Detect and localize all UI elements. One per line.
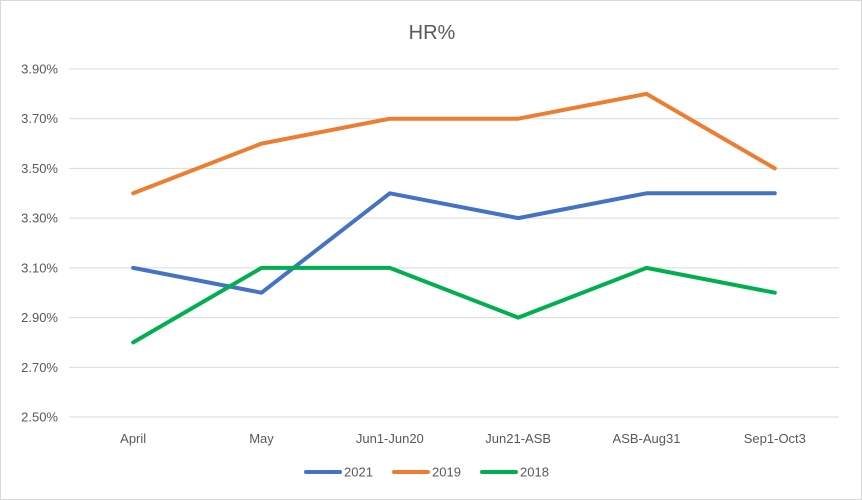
series-line-2019 xyxy=(131,91,777,196)
chart-title: HR% xyxy=(409,22,456,44)
x-tick-label: April xyxy=(120,431,146,446)
grid-layer xyxy=(69,68,839,418)
series-line-2021 xyxy=(131,191,777,295)
y-tick-label: 3.50% xyxy=(21,161,58,176)
y-tick-label: 3.70% xyxy=(21,111,58,126)
y-tick-label: 3.30% xyxy=(21,211,58,226)
legend-label: 2018 xyxy=(520,465,549,480)
series-line-2018 xyxy=(131,265,777,345)
x-tick-label: May xyxy=(249,431,274,446)
y-tick-label: 2.70% xyxy=(21,360,58,375)
x-tick-label: Jun21-ASB xyxy=(485,431,551,446)
legend: 2021 2019 2018 xyxy=(304,465,549,480)
x-tick-label: ASB-Aug31 xyxy=(613,431,681,446)
legend-label: 2019 xyxy=(432,465,461,480)
legend-label: 2021 xyxy=(344,465,373,480)
y-axis-ticks: 2.50% 2.70% 2.90% 3.10% 3.30% 3.50% 3.70% 3.90% xyxy=(21,62,58,425)
y-tick-label: 3.10% xyxy=(21,260,58,275)
x-tick-label: Sep1-Oct3 xyxy=(744,431,806,446)
y-tick-label: 2.50% xyxy=(21,410,58,425)
series-layer xyxy=(131,91,777,345)
x-tick-label: Jun1-Jun20 xyxy=(356,431,424,446)
y-tick-label: 3.90% xyxy=(21,62,58,77)
y-tick-label: 2.90% xyxy=(21,310,58,325)
x-axis-ticks: April May Jun1-Jun20 Jun21-ASB ASB-Aug31 Sep1… xyxy=(120,431,806,446)
